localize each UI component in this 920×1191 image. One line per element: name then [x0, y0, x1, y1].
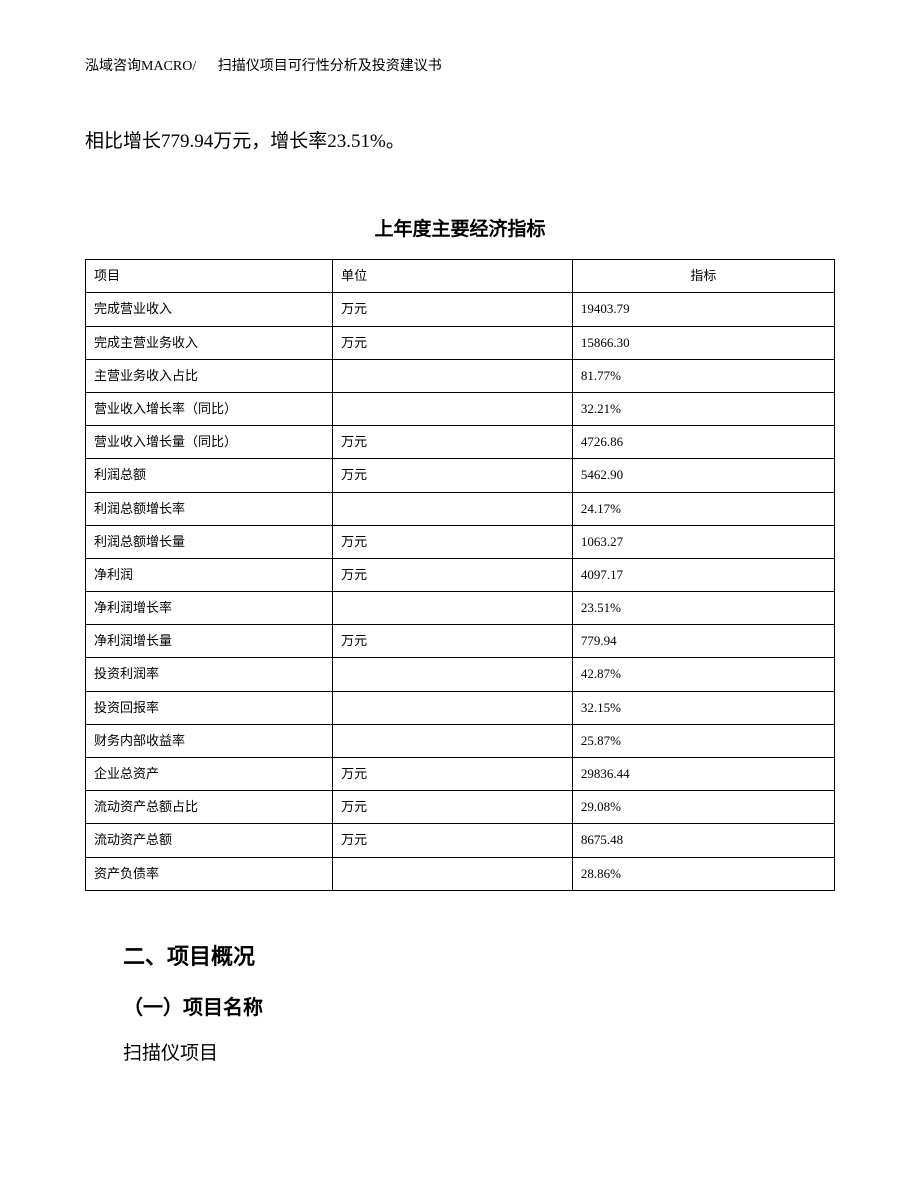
cell-unit: 万元: [333, 558, 573, 591]
cell-unit: [333, 359, 573, 392]
cell-value: 23.51%: [572, 592, 834, 625]
economic-indicators-table: 项目 单位 指标 完成营业收入万元19403.79 完成主营业务收入万元1586…: [85, 259, 835, 891]
cell-item: 利润总额增长量: [86, 525, 333, 558]
cell-unit: [333, 857, 573, 890]
cell-unit: [333, 492, 573, 525]
intro-text: 相比增长779.94万元，增长率23.51%。: [85, 125, 835, 159]
cell-unit: [333, 592, 573, 625]
cell-unit: 万元: [333, 758, 573, 791]
cell-value: 1063.27: [572, 525, 834, 558]
cell-unit: 万元: [333, 326, 573, 359]
cell-value: 4097.17: [572, 558, 834, 591]
cell-value: 81.77%: [572, 359, 834, 392]
col-header-value: 指标: [572, 260, 834, 293]
cell-value: 15866.30: [572, 326, 834, 359]
header-doc-title: 扫描仪项目可行性分析及投资建议书: [218, 59, 442, 74]
cell-item: 主营业务收入占比: [86, 359, 333, 392]
cell-item: 企业总资产: [86, 758, 333, 791]
cell-unit: 万元: [333, 625, 573, 658]
cell-unit: 万元: [333, 293, 573, 326]
cell-value: 19403.79: [572, 293, 834, 326]
cell-item: 投资回报率: [86, 691, 333, 724]
cell-item: 净利润增长率: [86, 592, 333, 625]
cell-value: 4726.86: [572, 426, 834, 459]
cell-value: 32.21%: [572, 392, 834, 425]
table-row: 流动资产总额占比万元29.08%: [86, 791, 835, 824]
cell-unit: 万元: [333, 426, 573, 459]
table-row: 利润总额增长率 24.17%: [86, 492, 835, 525]
cell-unit: [333, 658, 573, 691]
cell-item: 完成主营业务收入: [86, 326, 333, 359]
cell-item: 利润总额: [86, 459, 333, 492]
cell-value: 25.87%: [572, 724, 834, 757]
cell-value: 32.15%: [572, 691, 834, 724]
table-title: 上年度主要经济指标: [85, 214, 835, 241]
cell-value: 29.08%: [572, 791, 834, 824]
cell-unit: 万元: [333, 791, 573, 824]
cell-value: 24.17%: [572, 492, 834, 525]
cell-value: 29836.44: [572, 758, 834, 791]
header-company: 泓域咨询MACRO/: [85, 59, 196, 74]
table-row: 财务内部收益率 25.87%: [86, 724, 835, 757]
table-row: 营业收入增长量（同比）万元4726.86: [86, 426, 835, 459]
cell-item: 流动资产总额占比: [86, 791, 333, 824]
cell-value: 5462.90: [572, 459, 834, 492]
cell-item: 完成营业收入: [86, 293, 333, 326]
cell-item: 流动资产总额: [86, 824, 333, 857]
table-row: 投资回报率 32.15%: [86, 691, 835, 724]
section-sub-heading: （一）项目名称: [123, 991, 835, 1020]
cell-value: 28.86%: [572, 857, 834, 890]
cell-item: 营业收入增长量（同比）: [86, 426, 333, 459]
cell-unit: [333, 392, 573, 425]
cell-value: 8675.48: [572, 824, 834, 857]
cell-unit: [333, 724, 573, 757]
cell-unit: 万元: [333, 824, 573, 857]
col-header-unit: 单位: [333, 260, 573, 293]
table-row: 企业总资产万元29836.44: [86, 758, 835, 791]
table-row: 流动资产总额万元8675.48: [86, 824, 835, 857]
table-row: 利润总额增长量万元1063.27: [86, 525, 835, 558]
cell-item: 净利润: [86, 558, 333, 591]
cell-value: 42.87%: [572, 658, 834, 691]
section-heading: 二、项目概况: [123, 939, 835, 971]
page-header: 泓域咨询MACRO/ 扫描仪项目可行性分析及投资建议书: [85, 55, 835, 75]
table-row: 资产负债率 28.86%: [86, 857, 835, 890]
table-header-row: 项目 单位 指标: [86, 260, 835, 293]
table-row: 营业收入增长率（同比） 32.21%: [86, 392, 835, 425]
section-body-text: 扫描仪项目: [123, 1038, 835, 1065]
cell-item: 利润总额增长率: [86, 492, 333, 525]
table-row: 投资利润率 42.87%: [86, 658, 835, 691]
table-row: 利润总额万元5462.90: [86, 459, 835, 492]
table-row: 净利润增长率 23.51%: [86, 592, 835, 625]
cell-item: 投资利润率: [86, 658, 333, 691]
cell-item: 资产负债率: [86, 857, 333, 890]
cell-value: 779.94: [572, 625, 834, 658]
cell-unit: 万元: [333, 525, 573, 558]
table-row: 主营业务收入占比 81.77%: [86, 359, 835, 392]
cell-unit: 万元: [333, 459, 573, 492]
cell-item: 财务内部收益率: [86, 724, 333, 757]
table-row: 完成主营业务收入万元15866.30: [86, 326, 835, 359]
table-row: 净利润万元4097.17: [86, 558, 835, 591]
col-header-item: 项目: [86, 260, 333, 293]
table-row: 净利润增长量万元779.94: [86, 625, 835, 658]
cell-unit: [333, 691, 573, 724]
cell-item: 净利润增长量: [86, 625, 333, 658]
cell-item: 营业收入增长率（同比）: [86, 392, 333, 425]
table-row: 完成营业收入万元19403.79: [86, 293, 835, 326]
